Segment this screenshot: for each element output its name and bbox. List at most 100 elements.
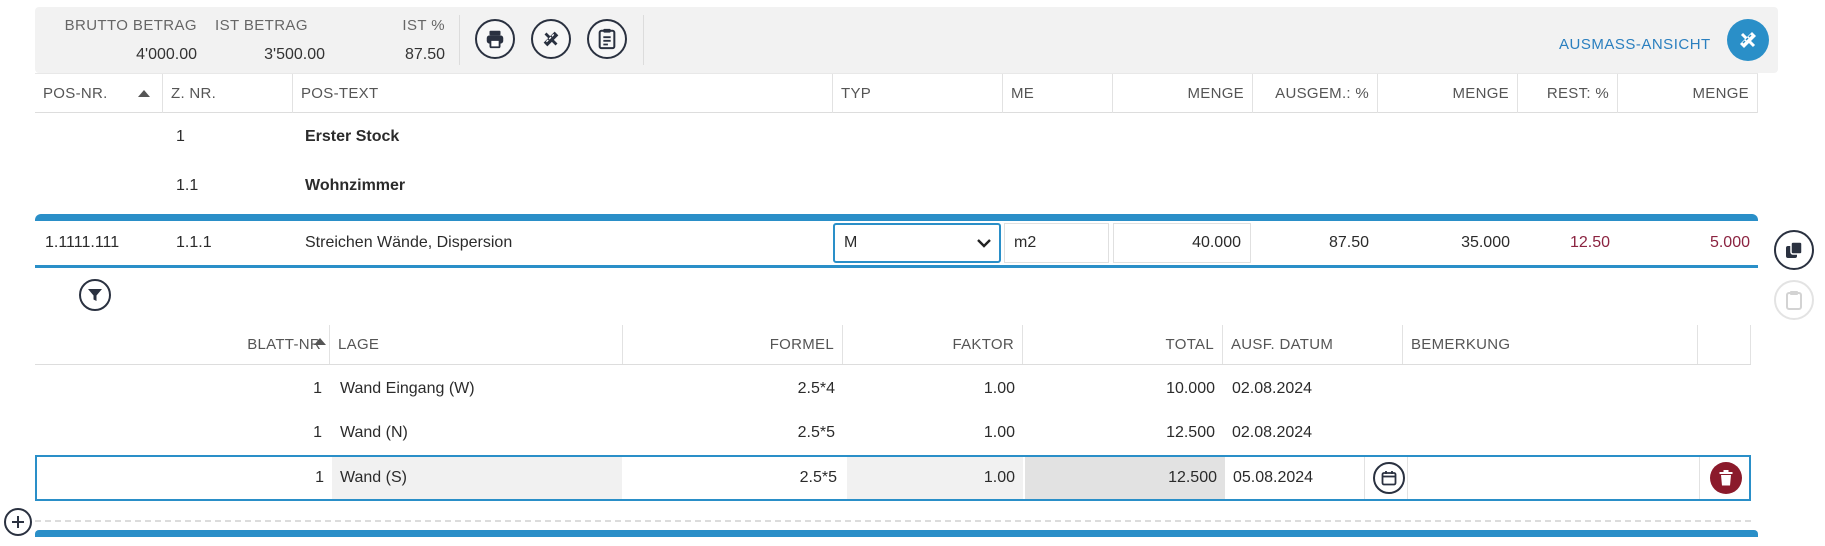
rest-menge-value: 5.000 [1709,234,1750,251]
ist-value: 3'500.00 [264,46,325,63]
blatt-nr: 1 [313,380,322,397]
col-header-pos-nr[interactable]: POS-NR. [35,74,163,113]
total: 10.000 [1166,380,1215,397]
ausgem-pct-value: 87.50 [1328,234,1369,251]
ausmass-view-link[interactable]: AUSMASS-ANSICHT [1559,36,1711,53]
ist-percent: IST % 87.50 [365,17,445,64]
copy-button[interactable] [1774,230,1814,270]
col-header-z-nr[interactable]: Z. NR. [163,74,293,113]
col-header-bemerkung[interactable]: BEMERKUNG [1403,325,1698,364]
clipboard-document-icon [598,28,616,50]
filter-icon [88,289,102,301]
chevron-down-icon [977,239,991,248]
measure-edit-button[interactable] [531,19,571,59]
measurement-row[interactable]: 1 Wand Eingang (W) 2.5*4 1.00 10.000 02.… [35,367,1751,411]
blatt-nr-field[interactable]: 1 [315,469,324,486]
col-header-label: BLATT-NR [247,336,321,353]
col-header-ausgem-pct[interactable]: AUSGEM.: % [1253,74,1378,113]
col-header-rest-pct[interactable]: REST: % [1518,74,1618,113]
lage: Wand (N) [340,424,408,441]
divider [459,15,460,65]
col-header-typ[interactable]: TYP [833,74,1003,113]
ruler-pencil-icon [543,31,559,47]
col-header-rest-menge[interactable]: MENGE [1618,74,1758,113]
ausf-datum: 02.08.2024 [1232,380,1313,397]
ist-betrag: IST BETRAG 3'500.00 [215,17,325,64]
ausmass-view-button[interactable] [1727,19,1769,61]
z-nr: 1.1.1 [176,234,212,251]
lage-field[interactable]: Wand (S) [332,457,622,499]
formel-field[interactable]: 2.5*5 [799,469,837,486]
faktor: 1.00 [983,424,1015,441]
formel: 2.5*4 [797,380,835,397]
col-header-ausgem-menge[interactable]: MENGE [1378,74,1518,113]
print-button[interactable] [475,19,515,59]
col-header-faktor[interactable]: FAKTOR [843,325,1023,364]
brutto-label: BRUTTO BETRAG [64,17,197,34]
col-header-label: POS-NR. [43,85,108,102]
filter-button[interactable] [79,279,111,311]
sort-asc-icon [314,338,326,345]
ist-percent-value: 87.50 [404,46,445,63]
ist-percent-label: IST % [402,17,445,34]
col-header-total[interactable]: TOTAL [1023,325,1223,364]
add-row-button[interactable] [4,508,32,536]
date-picker-button[interactable] [1373,462,1405,494]
total: 12.500 [1166,424,1215,441]
measurements-table-header: BLATT-NR LAGE FORMEL FAKTOR TOTAL AUSF. … [35,325,1751,365]
measurement-row[interactable]: 1 Wand (N) 2.5*5 1.00 12.500 02.08.2024 [35,411,1751,455]
summary-bar: BRUTTO BETRAG 4'000.00 IST BETRAG 3'500.… [35,7,1778,73]
group-z-nr: 1 [176,128,185,145]
bemerkung-field[interactable] [1407,457,1700,499]
positions-table-header: POS-NR. Z. NR. POS-TEXT TYP ME MENGE AUS… [35,73,1758,113]
col-header-ausf-datum[interactable]: AUSF. DATUM [1223,325,1403,364]
divider [643,15,644,65]
pos-text: Streichen Wände, Dispersion [305,234,513,251]
col-header-lage[interactable]: LAGE [330,325,623,364]
add-row-divider [35,520,1751,522]
copy-icon [1786,241,1803,258]
ausgem-menge-value: 35.000 [1461,234,1510,251]
delete-row-button[interactable] [1710,462,1742,494]
group-text: Erster Stock [305,128,400,145]
ausf-datum-field[interactable]: 05.08.2024 [1225,457,1365,499]
position-row-selected[interactable]: 1.1111.111 1.1.1 Streichen Wände, Disper… [35,214,1758,268]
rest-pct-value: 12.50 [1569,234,1610,251]
group-text: Wohnzimmer [305,177,406,194]
ruler-pencil-icon [1740,32,1756,48]
paste-icon [1786,291,1802,310]
typ-select[interactable]: M [833,223,1001,263]
formel: 2.5*5 [797,424,835,441]
blatt-nr: 1 [313,424,322,441]
printer-icon [486,30,504,49]
faktor-field[interactable]: 1.00 [847,457,1023,499]
ausf-datum: 02.08.2024 [1232,424,1313,441]
menge-field[interactable]: 40.000 [1113,223,1251,263]
col-header-formel[interactable]: FORMEL [623,325,843,364]
brutto-value: 4'000.00 [136,46,197,63]
brutto-betrag: BRUTTO BETRAG 4'000.00 [57,17,197,64]
paste-button[interactable] [1774,280,1814,320]
col-header-actions [1698,325,1751,364]
group-row[interactable]: 1.1 Wohnzimmer [35,162,1758,210]
group-row[interactable]: 1 Erster Stock [35,113,1758,161]
document-button[interactable] [587,19,627,59]
pos-nr: 1.1111.111 [45,234,120,251]
next-position-row-border [35,530,1758,537]
calendar-icon [1381,471,1397,486]
typ-selected-value: M [844,234,858,251]
total-field: 12.500 [1025,457,1225,499]
me-field[interactable]: m2 [1004,223,1109,263]
measurement-row-editing[interactable]: 1 Wand (S) 2.5*5 1.00 12.500 05.08.2024 [35,455,1751,501]
lage: Wand Eingang (W) [340,380,475,397]
faktor: 1.00 [983,380,1015,397]
group-z-nr: 1.1 [176,177,199,194]
ist-label: IST BETRAG [215,17,308,34]
col-header-me[interactable]: ME [1003,74,1113,113]
plus-icon [12,516,24,528]
trash-icon [1719,470,1733,486]
col-header-menge[interactable]: MENGE [1113,74,1253,113]
col-header-blatt-nr[interactable]: BLATT-NR [35,325,330,364]
col-header-pos-text[interactable]: POS-TEXT [293,74,833,113]
sort-asc-icon [138,90,150,97]
